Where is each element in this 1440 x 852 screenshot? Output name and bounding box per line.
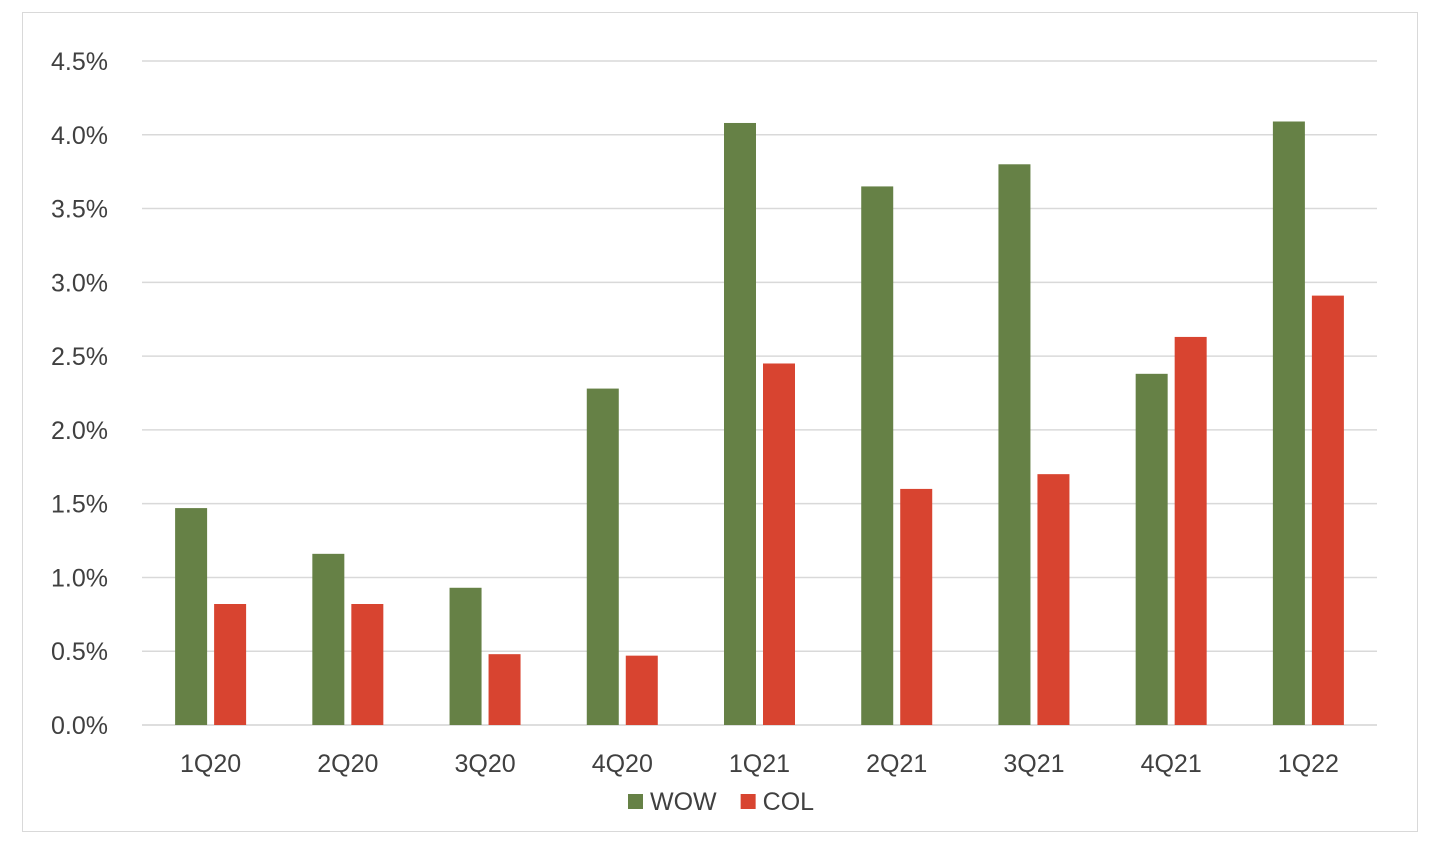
- bar-wow-4Q21: [1135, 373, 1168, 725]
- y-tick-label: 4.5%: [51, 48, 108, 76]
- bar-col-2Q20: [351, 604, 384, 725]
- bar-wow-4Q20: [586, 388, 619, 725]
- x-tick-label: 1Q21: [729, 750, 790, 778]
- x-tick-label: 2Q21: [866, 750, 927, 778]
- y-tick-label: 2.0%: [51, 417, 108, 445]
- x-tick-label: 4Q21: [1141, 750, 1202, 778]
- bar-col-1Q22: [1311, 295, 1344, 725]
- x-tick-label: 1Q22: [1278, 750, 1339, 778]
- y-tick-label: 1.0%: [51, 564, 108, 592]
- bar-col-1Q21: [763, 363, 795, 725]
- legend-swatch-col: [740, 794, 756, 809]
- bar-col-1Q20: [214, 604, 247, 725]
- x-tick-label: 3Q20: [454, 750, 515, 778]
- y-tick-label: 2.5%: [51, 343, 108, 371]
- bar-col-3Q21: [1037, 474, 1070, 725]
- y-tick-label: 3.0%: [51, 269, 108, 297]
- bar-col-3Q20: [488, 654, 521, 725]
- legend-label-col: COL: [763, 788, 815, 816]
- legend: WOW COL: [628, 788, 814, 816]
- bars: [175, 121, 1344, 726]
- bar-col-4Q21: [1174, 336, 1207, 725]
- y-tick-label: 1.5%: [51, 491, 108, 519]
- y-tick-label: 4.0%: [51, 122, 108, 150]
- bar-wow-1Q21: [724, 122, 756, 726]
- y-tick-label: 3.5%: [51, 196, 108, 224]
- bar-wow-1Q20: [175, 508, 208, 725]
- gridlines: [142, 60, 1377, 726]
- bar-wow-3Q20: [449, 587, 482, 725]
- legend-label-wow: WOW: [650, 788, 717, 816]
- x-tick-label: 3Q21: [1003, 750, 1064, 778]
- legend-swatch-wow: [628, 794, 643, 809]
- bar-wow-2Q20: [312, 553, 345, 725]
- x-tick-label: 1Q20: [180, 750, 241, 778]
- bar-wow-1Q22: [1272, 121, 1305, 725]
- y-axis-ticks: 0.0% 0.5% 1.0% 1.5% 2.0% 2.5% 3.0% 3.5% 4.0% 4.5%: [51, 48, 108, 740]
- y-tick-label: 0.5%: [51, 638, 108, 666]
- x-axis-ticks: 1Q20 2Q20 3Q20 4Q20 1Q21 2Q21 3Q21 4Q21 1Q22: [180, 750, 1339, 778]
- x-tick-label: 4Q20: [592, 750, 653, 778]
- bar-col-2Q21: [900, 488, 933, 725]
- y-tick-label: 0.0%: [51, 712, 108, 740]
- bar-wow-2Q21: [861, 186, 894, 725]
- x-tick-label: 2Q20: [317, 750, 378, 778]
- bar-wow-3Q21: [998, 164, 1031, 726]
- bar-col-4Q20: [625, 655, 658, 725]
